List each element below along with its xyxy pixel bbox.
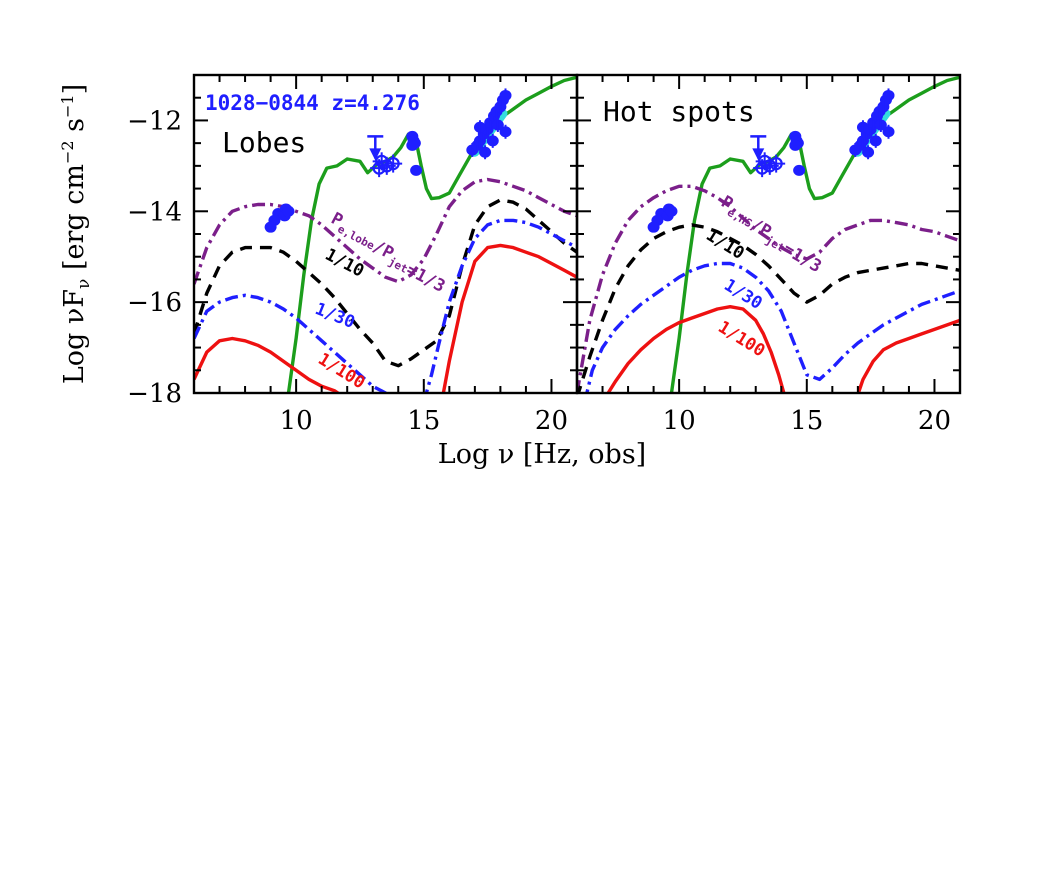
- data-point-optical: [406, 139, 419, 151]
- panel-hotspots: [575, 73, 962, 395]
- series-line-red: [441, 243, 577, 393]
- y-axis-title-part: −2: [58, 140, 77, 164]
- curve-label-1-30: 1/30: [312, 299, 357, 333]
- series-line-purple: [194, 177, 577, 285]
- data-point-radio: [665, 205, 678, 217]
- plot-area-lobes: [194, 75, 577, 393]
- y-tick-label: −18: [127, 379, 182, 409]
- source-label: 1028−0844 z=4.276: [205, 91, 420, 115]
- series-line-purple: [577, 184, 960, 393]
- series-line-red: [606, 305, 786, 393]
- x-tick-label: 20: [535, 406, 568, 436]
- y-tick-label: −14: [127, 197, 182, 227]
- y-axis-title-part: Log νF: [59, 289, 90, 384]
- y-axis-title-part: ν: [74, 279, 94, 289]
- y-axis-title-part: s: [59, 118, 90, 140]
- x-tick-label: 15: [407, 406, 440, 436]
- y-tick-label: −16: [127, 288, 182, 318]
- curve-label-part: =1/3: [403, 260, 449, 297]
- y-tick-label: −12: [127, 106, 182, 136]
- panel-title: Hot spots: [603, 95, 755, 128]
- panel-title: Lobes: [222, 126, 306, 159]
- panel-frame: [192, 73, 579, 395]
- curve-label-part: e,lobe: [335, 222, 377, 252]
- series-line-black: [194, 198, 577, 368]
- data-point-radio: [647, 221, 660, 233]
- upper-limit-arrow-icon: [752, 148, 765, 161]
- x-axis-title: Log ν [Hz, obs]: [438, 439, 646, 470]
- plot-area-hotspots: [577, 75, 960, 393]
- series-line-blue: [194, 293, 389, 393]
- data-point-optical: [793, 164, 806, 176]
- series-line-red: [856, 318, 960, 393]
- x-tick-label: 10: [280, 406, 313, 436]
- y-axis-title-part: −1: [58, 94, 77, 118]
- curve-label-1-10: 1/10: [702, 225, 747, 264]
- y-axis-title-part: ]: [59, 84, 90, 95]
- x-tick-label: 10: [663, 406, 696, 436]
- upper-limit-arrow-icon: [369, 148, 382, 161]
- y-axis-title: Log νFν [erg cm−2 s−1]: [58, 84, 94, 384]
- x-tick-label: 15: [790, 406, 823, 436]
- data-point-radio: [282, 205, 295, 217]
- x-tick-label: 20: [918, 406, 951, 436]
- data-point-optical: [789, 139, 802, 151]
- series-line-blue: [585, 261, 960, 393]
- curve-label-part: =1/3: [779, 239, 824, 277]
- curve-label-1-100: 1/100: [714, 317, 768, 361]
- curve-label-1-10: 1/10: [322, 245, 368, 282]
- y-axis-title-part: [erg cm: [59, 164, 90, 279]
- series-line-black: [577, 223, 960, 393]
- data-point-optical: [410, 164, 423, 176]
- data-point-radio: [264, 221, 277, 233]
